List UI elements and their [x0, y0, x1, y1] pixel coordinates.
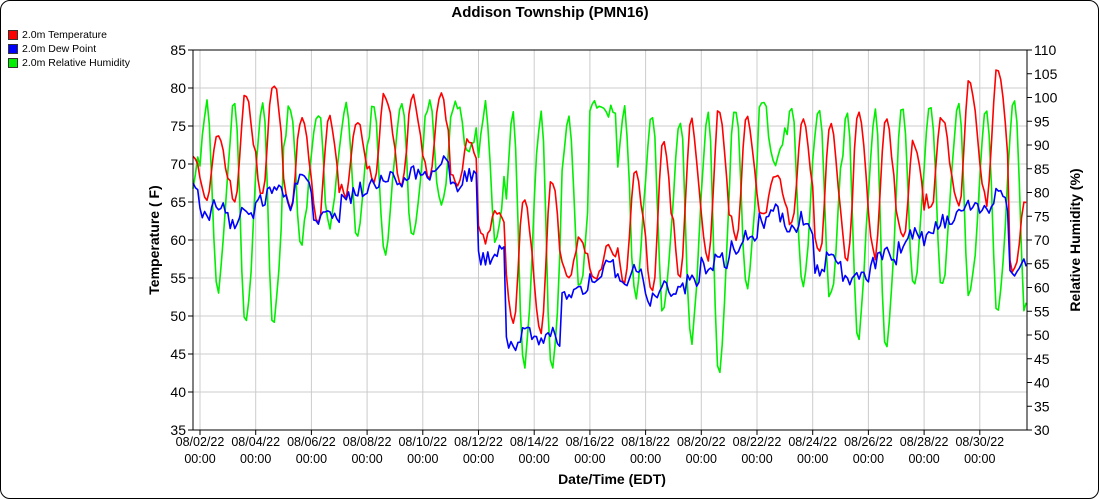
y2-tick-label: 90	[1034, 137, 1050, 153]
y-tick-label: 55	[170, 270, 186, 286]
x-tick-label-date: 08/22/22	[733, 435, 782, 449]
x-tick-label-date: 08/18/22	[621, 435, 670, 449]
x-tick-label-date: 08/28/22	[900, 435, 949, 449]
y-tick-label: 50	[170, 308, 186, 324]
legend-item-temperature: 2.0m Temperature	[8, 28, 130, 42]
x-axis-label: Date/Time (EDT)	[558, 471, 666, 487]
legend-swatch-dew-point	[8, 44, 18, 54]
x-tick-label-date: 08/24/22	[788, 435, 837, 449]
y2-tick-label: 75	[1034, 208, 1050, 224]
x-tick-label-time: 00:00	[463, 452, 494, 466]
y2-tick-label: 50	[1034, 327, 1050, 343]
y-tick-label: 60	[170, 232, 186, 248]
axes: 35 40 45 50 55 60 65 70 75 80 85 30 35 40 45 50 55 60 65 70…	[170, 42, 1057, 466]
x-tick-label-date: 08/12/22	[454, 435, 503, 449]
y-tick-label: 85	[170, 42, 186, 58]
y2-tick-label: 45	[1034, 351, 1050, 367]
y-tick-label: 80	[170, 80, 186, 96]
x-tick-label-date: 08/26/22	[844, 435, 893, 449]
x-tick-label-time: 00:00	[853, 452, 884, 466]
x-tick-label-time: 00:00	[686, 452, 717, 466]
x-tick-label-date: 08/30/22	[955, 435, 1004, 449]
relative-humidity-line	[192, 99, 1027, 374]
legend-item-dew-point: 2.0m Dew Point	[8, 42, 130, 56]
x-tick-label-time: 00:00	[351, 452, 382, 466]
x-tick-label-date: 08/20/22	[677, 435, 726, 449]
x-tick-label-time: 00:00	[296, 452, 327, 466]
x-tick-label-time: 00:00	[184, 452, 215, 466]
x-tick-label-time: 00:00	[908, 452, 939, 466]
y2-tick-label: 55	[1034, 303, 1050, 319]
x-tick-label-date: 08/04/22	[231, 435, 280, 449]
y2-tick-label: 40	[1034, 375, 1050, 391]
x-tick-label-date: 08/16/22	[566, 435, 615, 449]
y2-tick-label: 95	[1034, 113, 1050, 129]
y-tick-label: 45	[170, 346, 186, 362]
y2-tick-label: 105	[1034, 66, 1058, 82]
legend-label: 2.0m Temperature	[22, 29, 108, 41]
y-tick-label: 35	[170, 422, 186, 438]
chart-title: Addison Township (PMN16)	[451, 4, 649, 21]
legend-label: 2.0m Relative Humidity	[22, 57, 130, 69]
y2-tick-label: 70	[1034, 232, 1050, 248]
y2-tick-label: 80	[1034, 185, 1050, 201]
x-tick-label-date: 08/02/22	[176, 435, 225, 449]
y2-tick-label: 85	[1034, 161, 1050, 177]
y2-tick-label: 35	[1034, 398, 1050, 414]
x-tick-label-date: 08/14/22	[510, 435, 559, 449]
y-tick-label: 40	[170, 384, 186, 400]
legend-swatch-relative-humidity	[8, 58, 18, 68]
y-tick-label: 65	[170, 194, 186, 210]
x-tick-label-time: 00:00	[240, 452, 271, 466]
x-tick-label-date: 08/10/22	[398, 435, 447, 449]
legend: 2.0m Temperature 2.0m Dew Point 2.0m Rel…	[8, 28, 130, 70]
x-tick-label-time: 00:00	[964, 452, 995, 466]
y2-tick-label: 30	[1034, 422, 1050, 438]
x-tick-label-time: 00:00	[407, 452, 438, 466]
x-tick-label-time: 00:00	[797, 452, 828, 466]
legend-label: 2.0m Dew Point	[22, 43, 97, 55]
y2-tick-label: 110	[1034, 42, 1057, 58]
legend-item-relative-humidity: 2.0m Relative Humidity	[8, 56, 130, 70]
temperature-line	[192, 69, 1027, 335]
y2-tick-label: 60	[1034, 280, 1050, 296]
x-tick-label-time: 00:00	[519, 452, 550, 466]
x-tick-label-date: 08/08/22	[343, 435, 392, 449]
series-lines	[192, 69, 1027, 374]
x-tick-label-time: 00:00	[741, 452, 772, 466]
x-tick-label-date: 08/06/22	[287, 435, 336, 449]
y-axis-label: Temperature ( F)	[146, 185, 162, 294]
y2-tick-label: 100	[1034, 90, 1058, 106]
dew-point-line	[192, 155, 1027, 352]
y-tick-label: 70	[170, 156, 186, 172]
x-tick-label-time: 00:00	[574, 452, 605, 466]
y2-axis-label: Relative Humidity (%)	[1067, 168, 1083, 311]
y-tick-label: 75	[170, 118, 186, 134]
x-tick-label-time: 00:00	[630, 452, 661, 466]
y2-tick-label: 65	[1034, 256, 1050, 272]
legend-swatch-temperature	[8, 30, 18, 40]
